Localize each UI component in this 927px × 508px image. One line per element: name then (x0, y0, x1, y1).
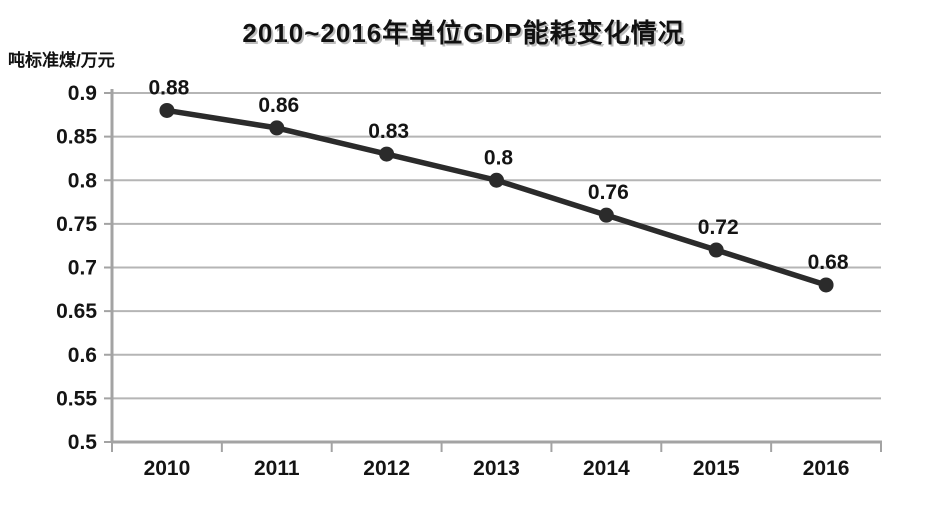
data-point-label: 0.88 (148, 76, 189, 99)
y-tick-label: 0.75 (56, 213, 97, 236)
data-point-marker (489, 172, 504, 188)
data-point-label: 0.8 (484, 146, 514, 169)
data-point-marker (708, 242, 724, 258)
x-tick-label: 2011 (254, 457, 300, 480)
x-tick-label: 2015 (693, 457, 740, 480)
data-point-marker (269, 120, 285, 136)
y-tick-label: 0.85 (56, 126, 97, 149)
x-tick-label: 2016 (803, 457, 850, 480)
y-tick-label: 0.9 (68, 82, 97, 105)
y-tick-label: 0.8 (68, 169, 98, 192)
x-tick-label: 2012 (363, 457, 410, 480)
x-tick-label: 2014 (583, 457, 630, 480)
data-point-marker (818, 277, 834, 293)
x-tick-label: 2013 (473, 457, 520, 480)
y-tick-label: 0.55 (56, 387, 97, 410)
chart-title: 2010~2016年单位GDP能耗变化情况 (242, 18, 685, 48)
data-point-label: 0.72 (698, 216, 739, 239)
y-tick-label: 0.65 (56, 300, 97, 323)
data-point-label: 0.83 (368, 120, 409, 143)
data-point-marker (379, 146, 395, 162)
data-point-marker (598, 207, 614, 223)
data-point-label: 0.86 (258, 94, 299, 117)
y-tick-label: 0.7 (68, 257, 97, 280)
y-tick-label: 0.6 (68, 344, 97, 367)
data-point-marker (159, 102, 175, 118)
y-axis-unit-label: 吨标准煤/万元 (8, 51, 115, 70)
data-point-label: 0.76 (588, 181, 629, 204)
x-tick-label: 2010 (144, 457, 191, 480)
y-tick-label: 0.5 (68, 431, 98, 454)
data-point-label: 0.68 (808, 251, 849, 274)
